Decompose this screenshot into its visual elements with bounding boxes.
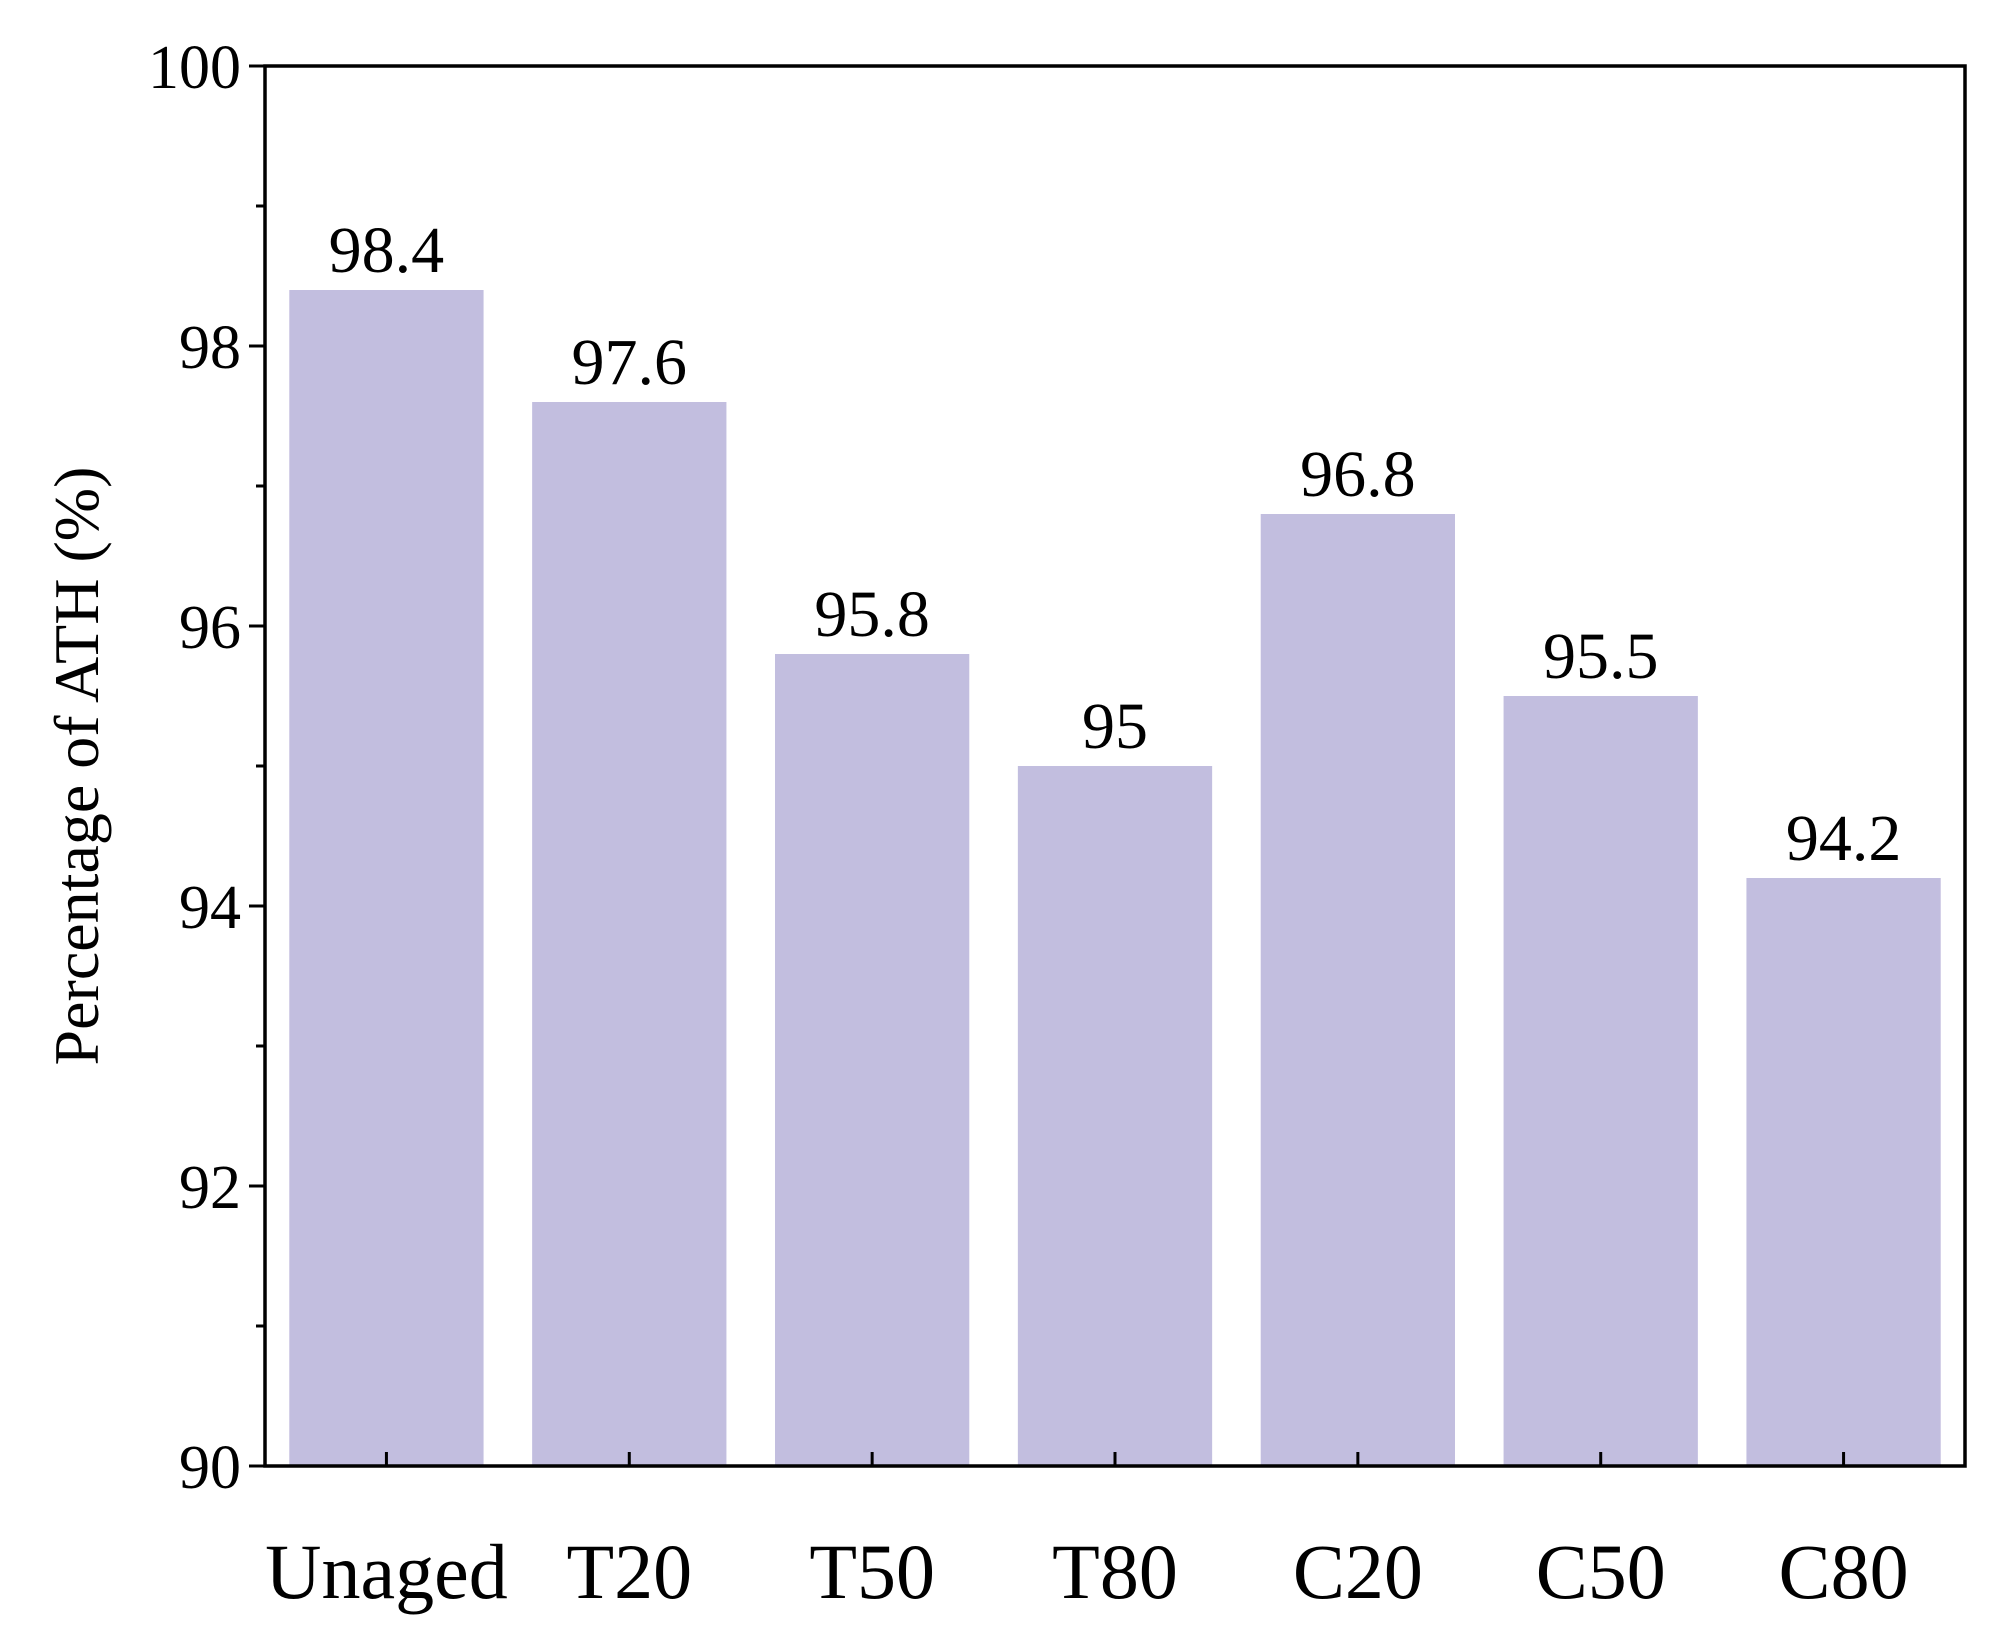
- y-axis: 90 92 94 96 98 100: [148, 34, 265, 1502]
- value-labels-layer: 98.4 97.6 95.8 95 96.8 95.5 94.2: [329, 214, 1902, 875]
- bar-c20: [1260, 514, 1455, 1466]
- y-tick-label-94: 94: [179, 874, 241, 942]
- bar-t50: [775, 654, 970, 1466]
- y-tick-label-92: 92: [179, 1154, 241, 1222]
- x-tick-label-c80: C80: [1779, 1528, 1909, 1615]
- y-axis-title: Percentage of ATH (%): [41, 467, 112, 1066]
- value-label-c80: 94.2: [1786, 802, 1902, 875]
- value-label-c50: 95.5: [1543, 620, 1659, 693]
- value-label-t80: 95: [1082, 690, 1148, 763]
- x-axis: Unaged T20 T50 T80 C20 C50 C80: [265, 1452, 1909, 1615]
- bar-unaged: [289, 290, 484, 1466]
- x-tick-label-t50: T50: [809, 1528, 935, 1615]
- x-tick-label-unaged: Unaged: [265, 1528, 508, 1615]
- bar-t80: [1017, 766, 1213, 1466]
- bar-c50: [1503, 696, 1698, 1466]
- bar-c80: [1746, 878, 1941, 1466]
- y-tick-label-100: 100: [148, 34, 241, 102]
- x-tick-label-t80: T80: [1052, 1528, 1178, 1615]
- value-label-c20: 96.8: [1300, 438, 1416, 511]
- x-tick-label-t20: T20: [566, 1528, 692, 1615]
- bar-t20: [532, 402, 727, 1466]
- bars-layer: [289, 290, 1941, 1466]
- y-tick-label-98: 98: [179, 314, 241, 382]
- x-tick-label-c20: C20: [1293, 1528, 1423, 1615]
- y-tick-label-96: 96: [179, 594, 241, 662]
- value-label-unaged: 98.4: [329, 214, 445, 287]
- y-tick-label-90: 90: [179, 1434, 241, 1502]
- value-label-t50: 95.8: [814, 578, 930, 651]
- x-tick-label-c50: C50: [1536, 1528, 1666, 1615]
- value-label-t20: 97.6: [572, 326, 688, 399]
